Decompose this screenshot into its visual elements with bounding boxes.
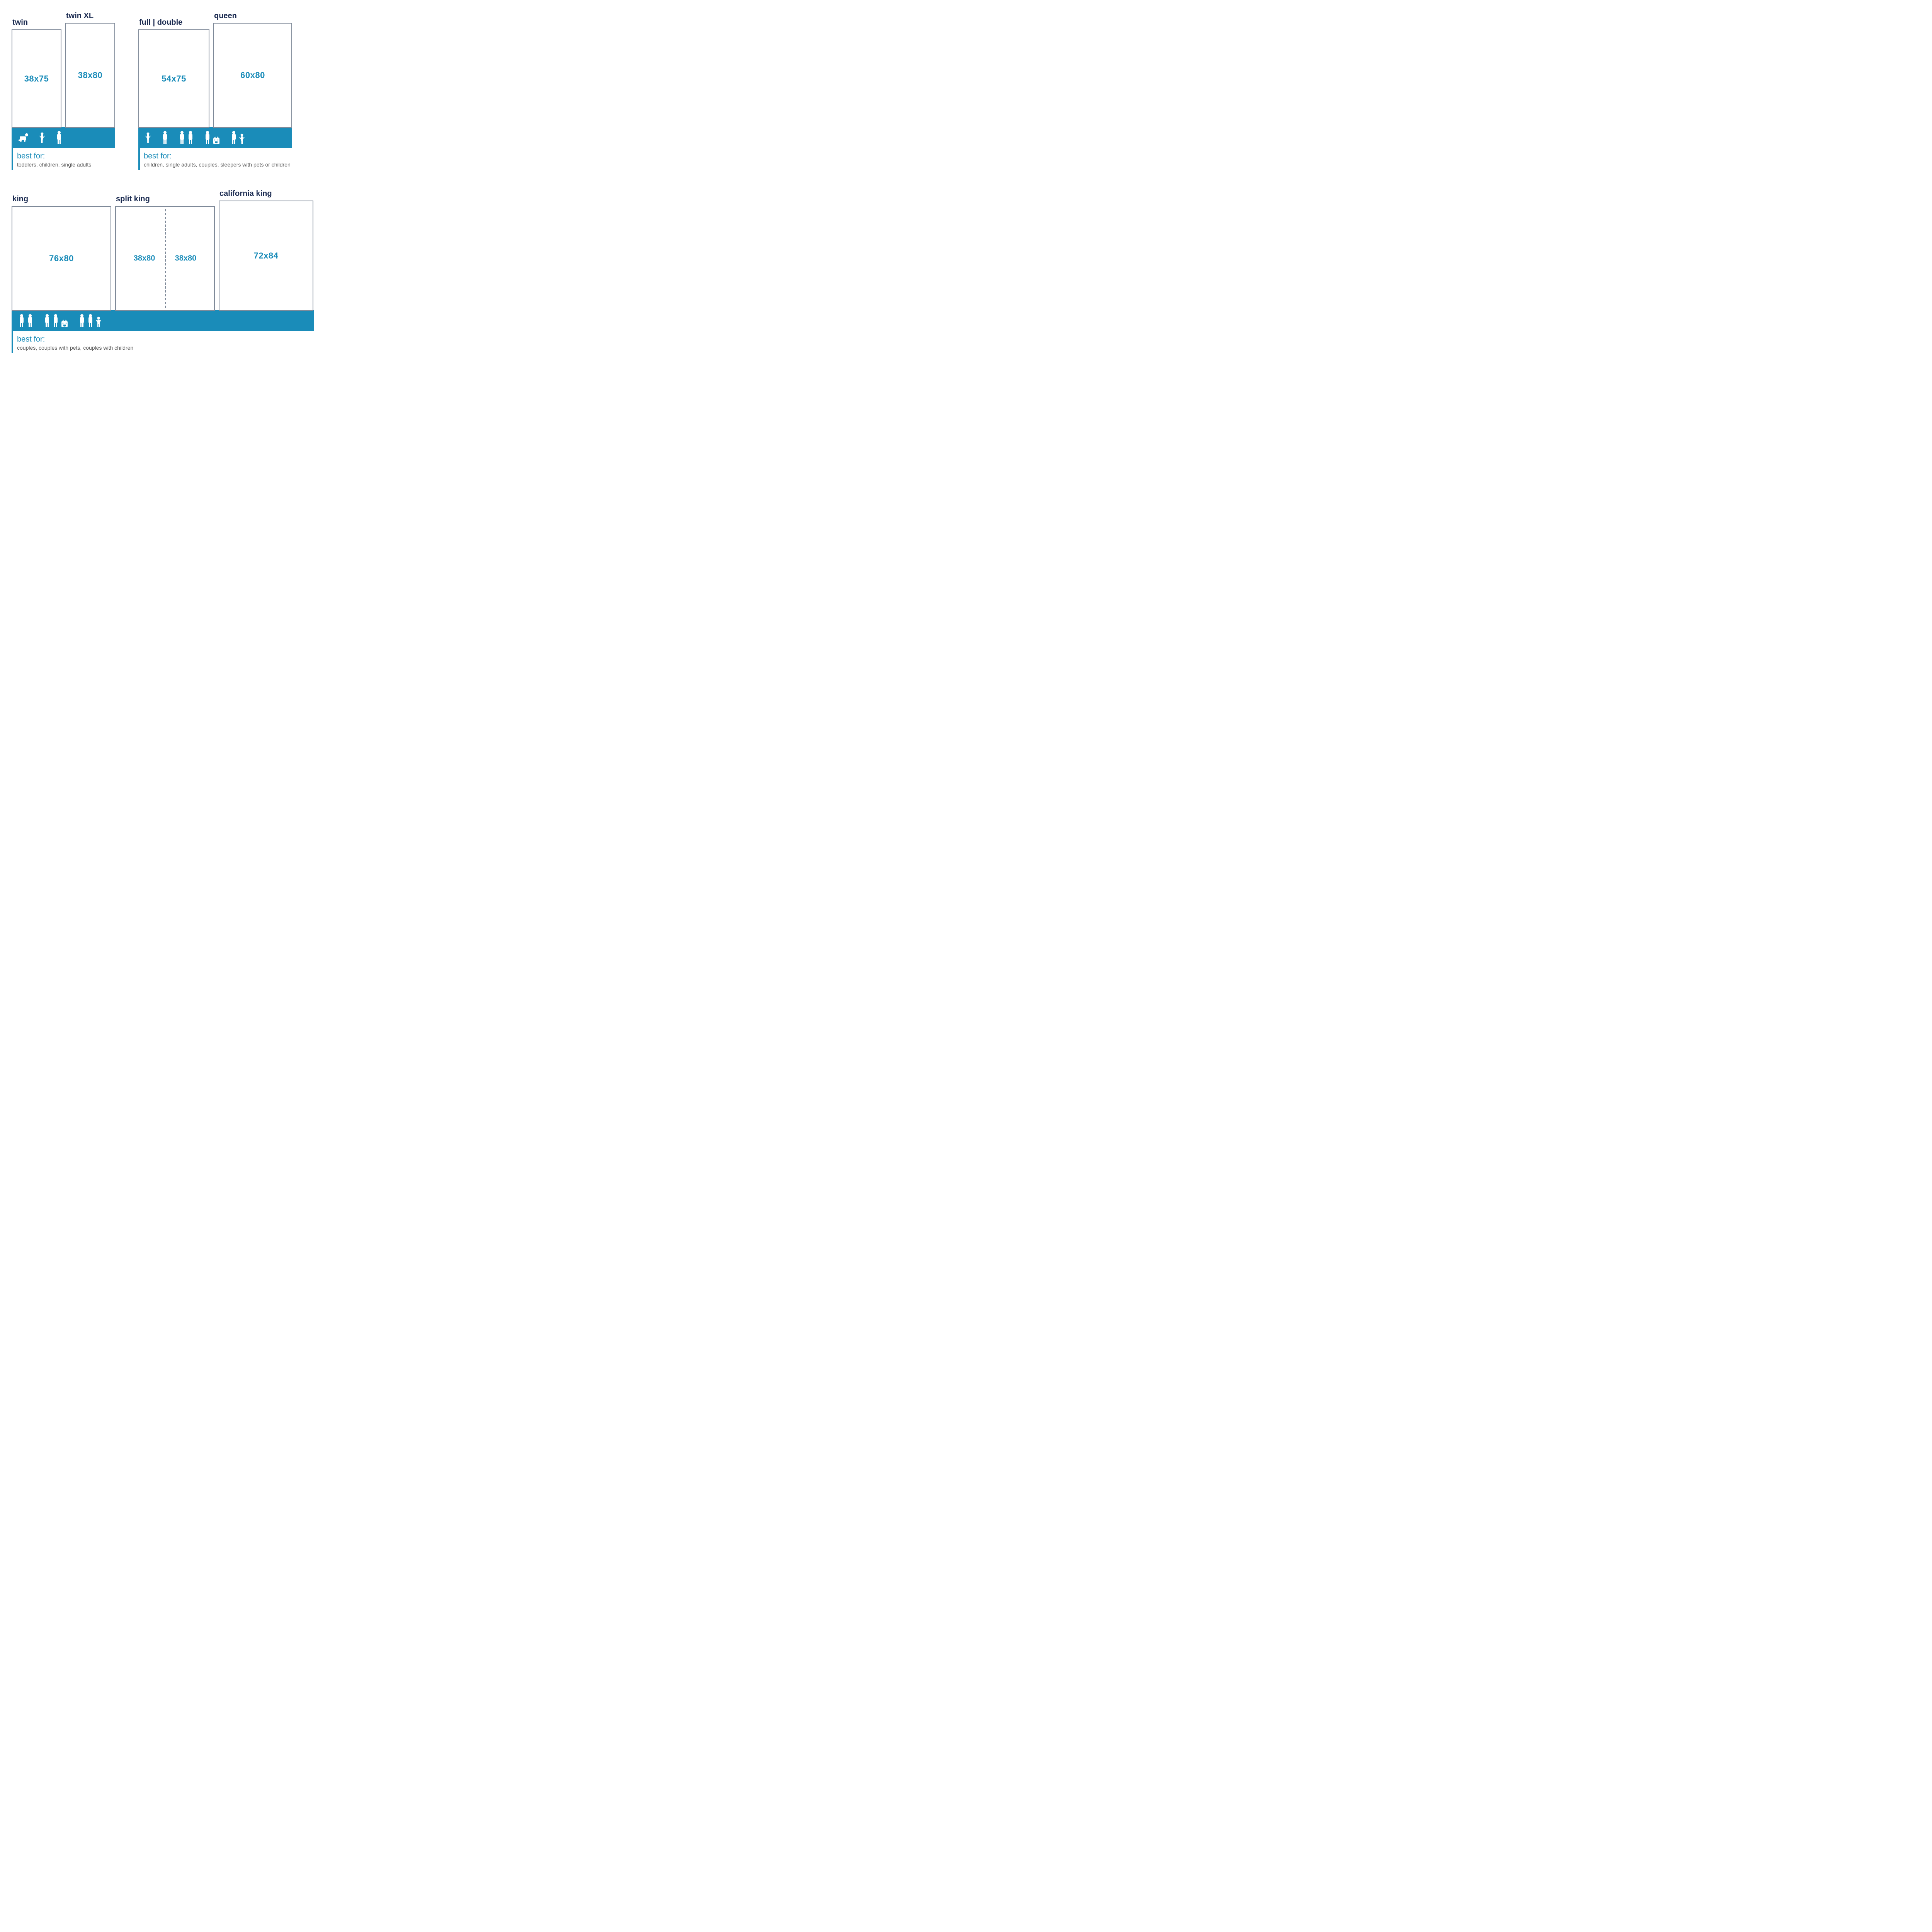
icon-bar	[138, 127, 292, 148]
bed-twin: twin 38x75	[12, 18, 61, 128]
row-1: twin 38x75 twin XL 38x80 best for: toddl…	[12, 12, 1920, 170]
split-divider	[165, 209, 166, 308]
icon-bar	[12, 127, 115, 148]
bed-title: twin XL	[65, 12, 115, 20]
bed-title: full | double	[138, 18, 209, 27]
couple-icon	[179, 131, 194, 145]
best-for-title: best for:	[17, 335, 314, 344]
best-for-text: children, single adults, couples, sleepe…	[144, 162, 292, 168]
icon-bar	[12, 310, 314, 331]
bed-box: 38x80	[65, 23, 115, 128]
baby-icon	[19, 133, 29, 142]
bed-title: king	[12, 195, 111, 204]
bed-dims: 72x84	[254, 251, 279, 261]
best-for: best for: couples, couples with pets, co…	[12, 331, 314, 353]
full-queen-group: full | double 54x75 queen 60x80 best for…	[138, 12, 292, 170]
bed-box: 38x75	[12, 29, 61, 128]
best-for: best for: children, single adults, coupl…	[138, 148, 292, 170]
best-for-title: best for:	[144, 152, 292, 161]
beds-row: twin 38x75 twin XL 38x80	[12, 12, 115, 128]
beds-row: king 76x80 split king 38x80 38x80 califo…	[12, 189, 314, 311]
bed-box: 54x75	[138, 29, 209, 128]
best-for-title: best for:	[17, 152, 115, 161]
couple-child-icon	[79, 314, 102, 328]
bed-title: twin	[12, 18, 61, 27]
bed-dims: 38x80	[78, 70, 103, 80]
adult-icon	[162, 131, 168, 145]
bed-dims: 60x80	[240, 70, 265, 80]
bed-dims-right: 38x80	[175, 254, 197, 263]
bed-title: queen	[213, 12, 292, 20]
mattress-size-infographic: twin 38x75 twin XL 38x80 best for: toddl…	[12, 12, 1920, 353]
bed-title: california king	[219, 189, 313, 198]
bed-box: 38x80 38x80	[115, 206, 215, 311]
child-icon	[145, 132, 151, 143]
bed-dims: 38x75	[24, 74, 49, 84]
bed-queen: queen 60x80	[213, 12, 292, 128]
best-for-text: toddlers, children, single adults	[17, 162, 115, 168]
bed-split-king: split king 38x80 38x80	[115, 195, 215, 311]
child-icon	[39, 132, 45, 143]
bed-dims-left: 38x80	[134, 254, 155, 263]
row-2: king 76x80 split king 38x80 38x80 califo…	[12, 189, 1920, 353]
bed-cal-king: california king 72x84	[219, 189, 313, 311]
bed-full: full | double 54x75	[138, 18, 209, 128]
adult-pet-icon	[204, 131, 220, 145]
couple-icon	[19, 314, 33, 328]
bed-box: 76x80	[12, 206, 111, 311]
beds-row: full | double 54x75 queen 60x80	[138, 12, 292, 128]
king-group: king 76x80 split king 38x80 38x80 califo…	[12, 189, 314, 353]
bed-dims: 76x80	[49, 253, 74, 264]
bed-king: king 76x80	[12, 195, 111, 311]
adult-child-icon	[231, 131, 245, 145]
twin-group: twin 38x75 twin XL 38x80 best for: toddl…	[12, 12, 115, 170]
bed-twin-xl: twin XL 38x80	[65, 12, 115, 128]
bed-title: split king	[115, 195, 215, 204]
couple-pet-icon	[44, 314, 68, 328]
best-for: best for: toddlers, children, single adu…	[12, 148, 115, 170]
best-for-text: couples, couples with pets, couples with…	[17, 345, 314, 351]
bed-dims: 54x75	[162, 74, 186, 84]
bed-box: 60x80	[213, 23, 292, 128]
bed-box: 72x84	[219, 201, 313, 311]
adult-icon	[56, 131, 62, 145]
